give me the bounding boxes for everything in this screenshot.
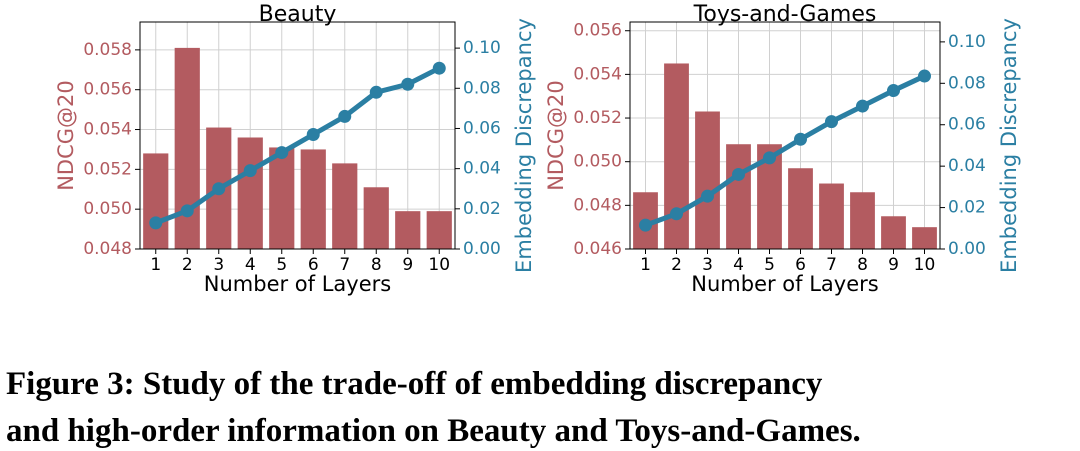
y2-tick-label: 0.06 — [948, 115, 986, 135]
line-marker — [670, 207, 683, 221]
y-tick-label: 0.056 — [573, 21, 622, 41]
x-axis-label: Number of Layers — [691, 272, 878, 296]
y2-tick-label: 0.00 — [463, 239, 501, 259]
y-tick-label: 0.052 — [83, 159, 132, 179]
line-marker — [401, 77, 415, 91]
line — [644, 73, 926, 228]
x-tick-label: 9 — [402, 255, 413, 275]
line — [154, 65, 441, 226]
y2-tick-label: 0.08 — [948, 73, 986, 93]
bar — [300, 149, 326, 249]
y2-axis-label: Embedding Discrepancy — [997, 18, 1021, 273]
x-tick-label: 4 — [733, 255, 744, 275]
bar — [143, 153, 169, 249]
bar — [881, 216, 906, 249]
y2-axis-label: Embedding Discrepancy — [512, 18, 536, 273]
x-tick-label: 5 — [764, 255, 775, 275]
y2-tick-label: 0.02 — [948, 198, 986, 218]
line-marker — [887, 84, 900, 98]
y-axis-label: NDCG@20 — [54, 80, 78, 191]
x-tick-label: 3 — [702, 255, 713, 275]
y-tick-label: 0.050 — [83, 199, 132, 219]
x-tick-label: 10 — [428, 255, 450, 275]
y-tick-label: 0.050 — [573, 152, 622, 172]
bar — [395, 211, 421, 249]
line-marker — [275, 146, 289, 160]
line-marker — [763, 151, 776, 165]
y-axis-label: NDCG@20 — [544, 80, 568, 191]
bar — [788, 168, 813, 249]
y-tick-label: 0.046 — [573, 239, 622, 259]
bar — [426, 211, 452, 249]
bar — [695, 111, 720, 249]
line-marker — [212, 182, 226, 196]
x-axis-label: Number of Layers — [204, 272, 391, 296]
x-tick-label: 2 — [182, 255, 193, 275]
chart-title: Toys-and-Games — [693, 2, 877, 27]
line-marker — [369, 85, 383, 99]
bar — [819, 183, 844, 249]
plot-frame — [629, 21, 941, 250]
y-tick-label: 0.058 — [83, 40, 132, 60]
plot-frame — [139, 21, 456, 250]
y2-tick-label: 0.08 — [463, 78, 501, 98]
y2-tick-label: 0.04 — [463, 159, 501, 179]
y2-tick-label: 0.02 — [463, 199, 501, 219]
bar — [664, 63, 689, 249]
line-marker — [432, 61, 446, 75]
y2-tick-label: 0.06 — [463, 118, 501, 138]
x-tick-label: 6 — [795, 255, 806, 275]
x-tick-label: 9 — [888, 255, 899, 275]
bar — [237, 137, 263, 249]
bar — [850, 192, 875, 249]
line-marker — [794, 132, 807, 146]
chart-title: Beauty — [259, 2, 337, 27]
caption-line: Figure 3: Study of the trade-off of embe… — [6, 366, 823, 402]
y2-tick-label: 0.04 — [948, 156, 986, 176]
y-tick-label: 0.056 — [83, 80, 132, 100]
caption-line: and high-order information on Beauty and… — [6, 413, 861, 449]
line-marker — [639, 218, 652, 232]
x-tick-label: 4 — [245, 255, 256, 275]
y2-tick-label: 0.00 — [948, 239, 986, 259]
x-tick-label: 2 — [671, 255, 682, 275]
line-marker — [306, 127, 320, 141]
y-tick-label: 0.054 — [573, 64, 622, 84]
x-tick-label: 5 — [276, 255, 287, 275]
x-tick-label: 7 — [826, 255, 837, 275]
line-marker — [243, 164, 257, 178]
line-marker — [180, 204, 194, 218]
bar — [174, 47, 200, 250]
x-tick-label: 7 — [339, 255, 350, 275]
line-marker — [701, 189, 714, 203]
y-tick-label: 0.048 — [83, 239, 132, 259]
x-tick-label: 8 — [857, 255, 868, 275]
y-tick-label: 0.048 — [573, 195, 622, 215]
x-tick-label: 10 — [914, 255, 936, 275]
line-marker — [825, 115, 838, 129]
y-tick-label: 0.054 — [83, 120, 132, 140]
x-tick-label: 8 — [371, 255, 382, 275]
line-marker — [856, 99, 869, 113]
y-tick-label: 0.052 — [573, 108, 622, 128]
bar — [726, 144, 751, 249]
bar — [363, 187, 389, 249]
line-marker — [732, 167, 745, 181]
y2-tick-label: 0.10 — [948, 32, 986, 52]
bar — [332, 163, 358, 249]
line-marker — [338, 109, 352, 123]
x-tick-label: 6 — [308, 255, 319, 275]
bar — [269, 147, 295, 249]
line-marker — [918, 69, 931, 83]
x-tick-label: 3 — [213, 255, 224, 275]
bar — [912, 227, 937, 249]
x-tick-label: 1 — [150, 255, 161, 275]
line-marker — [149, 216, 163, 230]
y2-tick-label: 0.10 — [463, 38, 501, 58]
x-tick-label: 1 — [640, 255, 651, 275]
